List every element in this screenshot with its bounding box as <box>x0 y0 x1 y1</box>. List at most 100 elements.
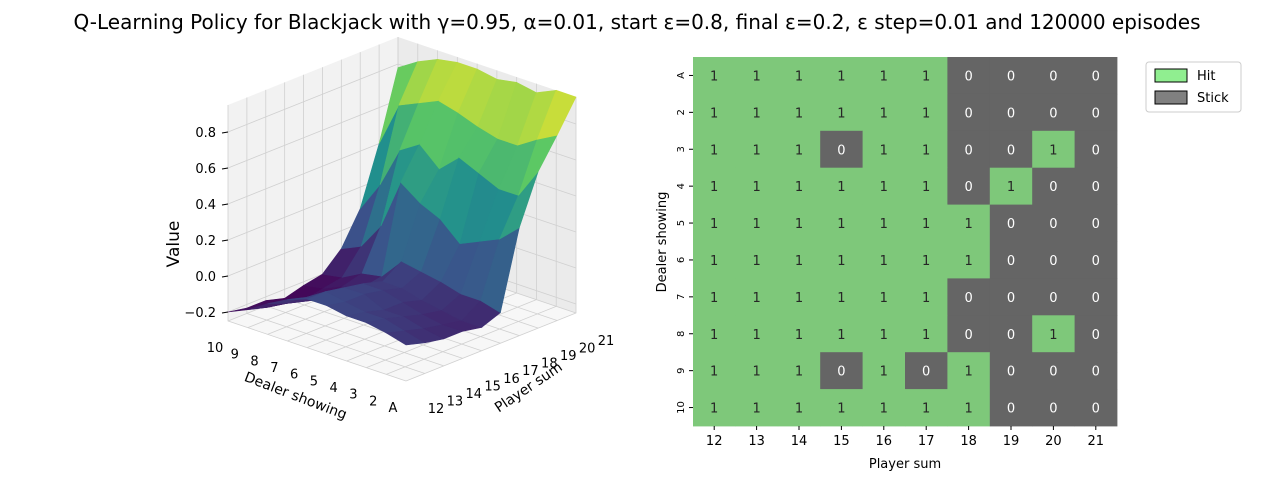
heatmap-cell <box>1074 204 1118 242</box>
heatmap-cell <box>735 93 779 132</box>
heatmap-cell-label: 0 <box>922 365 930 380</box>
heatmap-cell <box>989 389 1033 427</box>
surface-y-tick-label: 7 <box>270 361 278 376</box>
heatmap-cell-label: 1 <box>1007 180 1015 195</box>
heatmap-cell-label: 0 <box>1007 69 1015 84</box>
surface-z-label: Value <box>164 221 184 268</box>
heatmap-cell <box>947 167 991 205</box>
heatmap-cell <box>1074 93 1118 132</box>
heatmap-cell <box>777 315 821 353</box>
heatmap-cell-label: 0 <box>964 69 972 84</box>
heatmap-cell <box>1032 167 1075 205</box>
heatmap-cell-label: 1 <box>880 328 888 343</box>
heatmap-cell <box>820 204 863 242</box>
heatmap-cell <box>735 130 779 169</box>
surface-mesh <box>227 58 577 346</box>
surface-y-tick-label: 4 <box>330 381 338 396</box>
heatmap-cells: 1 1 1 1 1 1 0 0 0 0 1 1 1 1 1 1 0 0 0 0 1 1 1 0 1 1 0 0 1 0 1 1 1 1 1 1 0 1 0 0… <box>693 57 1118 427</box>
heatmap-cell-label: 0 <box>1049 217 1057 232</box>
heatmap-cell <box>1032 315 1075 353</box>
heatmap-cell <box>862 93 906 132</box>
heatmap-cell-label: 0 <box>1007 217 1015 232</box>
surface-z-tick <box>221 311 229 314</box>
surface-y-tick-label: 3 <box>349 388 357 403</box>
heatmap-cell <box>989 352 1033 390</box>
figure-title: Q-Learning Policy for Blackjack with γ=0… <box>73 10 1200 34</box>
surface-y-tick-label: 5 <box>310 374 318 389</box>
surface-x-tick-label: 12 <box>428 402 445 417</box>
heatmap-cell <box>905 241 948 279</box>
heatmap-cell-label: 0 <box>964 180 972 195</box>
heatmap-cell-label: 1 <box>752 217 760 232</box>
heatmap-cell <box>905 167 948 205</box>
heatmap-cell-label: 1 <box>880 143 888 158</box>
heatmap-cell-label: 0 <box>1092 180 1100 195</box>
heatmap-cell-label: 1 <box>880 402 888 417</box>
heatmap-cell <box>862 130 906 169</box>
heatmap-cell <box>693 57 736 95</box>
heatmap-cell <box>693 204 736 242</box>
heatmap-cell-label: 1 <box>752 180 760 195</box>
surface-face <box>536 89 577 140</box>
heatmap-cell <box>989 130 1033 169</box>
heatmap-cell-label: 1 <box>1049 143 1057 158</box>
heatmap-cell-label: 1 <box>795 291 803 306</box>
heatmap-cell-label: 1 <box>922 217 930 232</box>
heatmap-cell <box>820 389 863 427</box>
heatmap-cell-label: 0 <box>964 291 972 306</box>
heatmap-cell-label: 0 <box>1049 180 1057 195</box>
heatmap-cell <box>820 93 863 132</box>
heatmap-cell-label: 1 <box>922 106 930 121</box>
legend-hit-label: Hit <box>1197 69 1215 84</box>
surface-z-tick-label: 0.6 <box>195 162 216 177</box>
heatmap-cell-label: 0 <box>1092 143 1100 158</box>
heatmap-cell-label: 1 <box>880 365 888 380</box>
heatmap-cell-label: 1 <box>880 106 888 121</box>
heatmap-cell <box>1074 389 1118 427</box>
surface-x-tick-label: 18 <box>541 357 558 372</box>
heatmap-x-tick-label: 14 <box>791 434 808 449</box>
heatmap-cell-label: 1 <box>880 69 888 84</box>
surface-z-tick-label: 0.4 <box>195 198 216 213</box>
surface-y-tick-label: 2 <box>369 394 377 409</box>
heatmap-x-tick-label: 17 <box>918 434 935 449</box>
legend: Hit Stick <box>1145 61 1242 113</box>
heatmap-cell-label: 1 <box>710 180 718 195</box>
heatmap-cell-label: 0 <box>1007 365 1015 380</box>
surface-z-tick-label: 0.0 <box>195 270 216 285</box>
heatmap-cell <box>777 130 821 169</box>
heatmap-cell <box>777 57 821 95</box>
heatmap-cell-label: 0 <box>837 365 845 380</box>
surface-z-tick-label: 0.8 <box>195 126 216 141</box>
heatmap-cell <box>1032 93 1075 132</box>
heatmap-cell-label: 1 <box>922 402 930 417</box>
heatmap-cell <box>1032 278 1075 316</box>
surface-z-tick-label: −0.2 <box>184 306 216 321</box>
heatmap-cell <box>820 241 863 279</box>
heatmap-x-tick-label: 19 <box>1003 434 1020 449</box>
surface-z-tick <box>221 275 229 278</box>
heatmap-x-tick-label: 12 <box>706 434 723 449</box>
heatmap-cell-label: 1 <box>1049 328 1057 343</box>
heatmap-y-tick-label: 3 <box>676 146 687 152</box>
heatmap-cell <box>947 352 991 390</box>
heatmap-cell <box>905 204 948 242</box>
heatmap-cell-label: 1 <box>710 254 718 269</box>
heatmap-cell <box>862 167 906 205</box>
heatmap-y-label: Dealer showing <box>655 192 670 293</box>
heatmap-cell-label: 0 <box>1092 328 1100 343</box>
heatmap-cell-label: 1 <box>922 180 930 195</box>
heatmap-y-tick-label: 9 <box>676 367 687 373</box>
surface-z-tick <box>221 203 229 206</box>
heatmap-cell-label: 1 <box>710 217 718 232</box>
heatmap-cell <box>777 204 821 242</box>
heatmap-cell-label: 1 <box>922 254 930 269</box>
heatmap-cell-label: 1 <box>752 402 760 417</box>
heatmap-cell <box>820 57 863 95</box>
heatmap-cell <box>905 315 948 353</box>
policy-heatmap: 1 1 1 1 1 1 0 0 0 01 1 1 1 1 1 0 0 0 01 1 1 0 1 1 0 0 1 01 1 1 1 1 1 0 1 0 0… <box>655 57 1118 472</box>
heatmap-cell <box>820 315 863 353</box>
legend-stick-swatch <box>1154 90 1188 105</box>
heatmap-cell-label: 1 <box>752 69 760 84</box>
